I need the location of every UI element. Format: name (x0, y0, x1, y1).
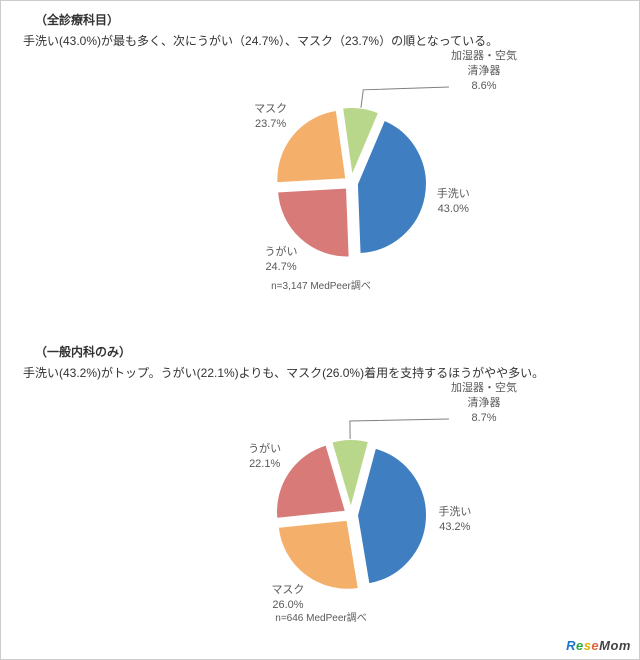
caption-im: n=646 MedPeer調べ (1, 609, 640, 624)
pie-slice-手洗い (357, 448, 427, 585)
desc-im: 手洗い(43.2%)がトップ。うがい(22.1%)よりも、マスク(26.0%)着… (1, 364, 640, 381)
logo-e2: e (591, 638, 599, 653)
slice-label-マスク: マスク26.0% (271, 583, 304, 613)
logo-r: R (566, 638, 576, 653)
heading-im: （一般内科のみ） (1, 343, 640, 360)
slice-label-加湿器: 加湿器・空気清浄器8.7% (451, 381, 517, 426)
desc-all: 手洗い(43.0%)が最も多く、次にうがい（24.7%）、マスク（23.7%）の… (1, 32, 640, 49)
caption-all: n=3,147 MedPeer調べ (1, 277, 640, 292)
leader-line (361, 87, 449, 108)
leader-line (350, 419, 449, 439)
pie-chart-im: 手洗い43.2%マスク26.0%うがい22.1%加湿器・空気清浄器8.7% (1, 387, 640, 607)
slice-label-加湿器: 加湿器・空気清浄器8.6% (451, 49, 517, 94)
pie-chart-all: 手洗い43.0%うがい24.7%マスク23.7%加湿器・空気清浄器8.6% (1, 55, 640, 275)
slice-label-うがい: うがい22.1% (248, 442, 281, 472)
slice-label-手洗い: 手洗い43.0% (437, 187, 470, 217)
section-all-departments: （全診療科目） 手洗い(43.0%)が最も多く、次にうがい（24.7%）、マスク… (1, 11, 640, 292)
slice-label-マスク: マスク23.7% (254, 102, 287, 132)
slice-label-手洗い: 手洗い43.2% (438, 505, 471, 535)
pie-slice-マスク (278, 520, 359, 590)
logo-mom: Mom (599, 638, 631, 653)
section-internal-medicine: （一般内科のみ） 手洗い(43.2%)がトップ。うがい(22.1%)よりも、マス… (1, 343, 640, 624)
heading-all: （全診療科目） (1, 11, 640, 28)
slice-label-うがい: うがい24.7% (265, 245, 298, 275)
watermark-logo: ReseMom (566, 638, 631, 653)
logo-e: e (576, 638, 584, 653)
